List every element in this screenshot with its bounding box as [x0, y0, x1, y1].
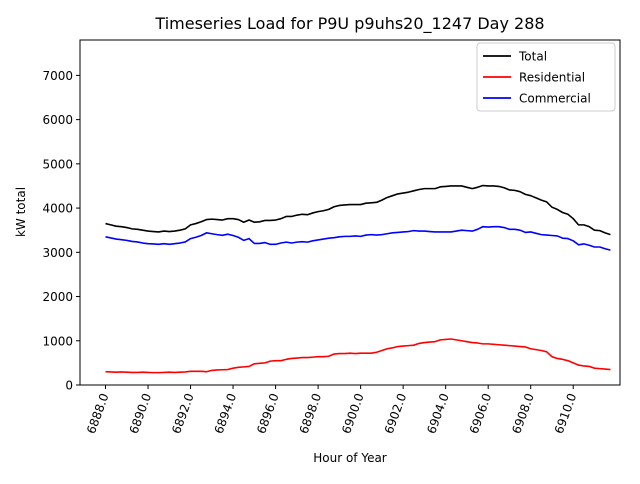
chart-title: Timeseries Load for P9U p9uhs20_1247 Day…	[154, 14, 544, 34]
y-tick-label: 3000	[42, 246, 73, 260]
y-tick-label: 6000	[42, 113, 73, 127]
y-tick-label: 0	[65, 379, 73, 393]
legend: Total Residential Commercial	[476, 42, 616, 112]
x-axis-label: Hour of Year	[313, 451, 387, 465]
series-line-residential	[105, 338, 611, 374]
legend-label-total: Total	[518, 50, 547, 64]
y-tick-label: 4000	[42, 202, 73, 216]
legend-label-commercial: Commercial	[519, 92, 591, 106]
legend-box	[476, 42, 616, 112]
y-tick-label: 2000	[42, 290, 73, 304]
y-tick-label: 7000	[42, 69, 73, 83]
y-axis-label: kW total	[14, 187, 28, 237]
series-line-commercial	[105, 225, 611, 251]
legend-label-residential: Residential	[519, 71, 585, 85]
y-tick-label: 5000	[42, 157, 73, 171]
plot-frame	[79, 39, 621, 386]
series-line-total	[105, 184, 611, 236]
plot-area	[105, 184, 611, 374]
y-tick-label: 1000	[42, 334, 73, 348]
